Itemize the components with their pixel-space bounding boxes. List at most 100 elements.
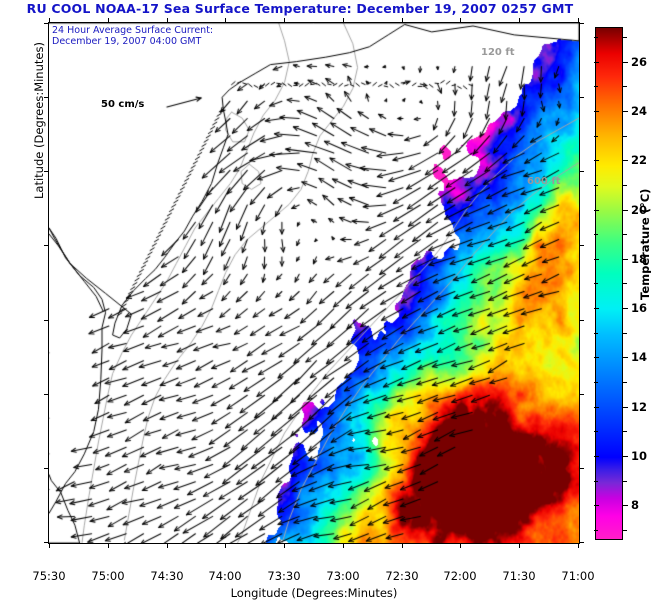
colorbar-tick-mark (623, 505, 628, 506)
colorbar-minor-tick (594, 37, 598, 38)
colorbar-tick-mark (623, 407, 628, 408)
x-tick-mark (284, 543, 285, 548)
x-tick-mark (460, 543, 461, 548)
y-axis-label: Latitude (Degrees:Minutes) (32, 42, 46, 199)
x-tick-mark (402, 18, 403, 23)
x-tick-mark (225, 543, 226, 548)
y-tick-mark (44, 23, 49, 24)
colorbar-minor-tick (594, 333, 598, 334)
x-tick-label: 72:00 (443, 569, 477, 583)
colorbar-minor-tick (594, 481, 598, 482)
colorbar-tick-mark (594, 505, 599, 506)
x-tick-mark (519, 543, 520, 548)
x-tick-mark (578, 543, 579, 548)
x-tick-mark (167, 543, 168, 548)
depth-contour-label-120ft: 120 ft (481, 47, 515, 58)
colorbar-minor-tick (594, 86, 598, 87)
colorbar-tick-mark (594, 160, 599, 161)
y-tick-mark (579, 23, 584, 24)
colorbar-tick-label: 8 (631, 498, 640, 512)
y-tick-mark (44, 245, 49, 246)
x-tick-mark (108, 543, 109, 548)
colorbar-tick-mark (594, 308, 599, 309)
y-tick-mark (579, 171, 584, 172)
x-tick-label: 73:30 (267, 569, 301, 583)
colorbar-minor-tick (594, 283, 598, 284)
x-tick-label: 74:30 (150, 569, 184, 583)
colorbar-tick-mark (623, 308, 628, 309)
y-tick-mark (579, 542, 584, 543)
y-tick-mark (44, 468, 49, 469)
y-tick-mark (579, 320, 584, 321)
colorbar-tick-label: 20 (631, 203, 648, 217)
y-tick-mark (44, 97, 49, 98)
x-tick-mark (49, 543, 50, 548)
colorbar-minor-tick (623, 431, 627, 432)
colorbar-tick-mark (594, 357, 599, 358)
x-tick-mark (578, 18, 579, 23)
colorbar-tick-label: 26 (631, 55, 648, 69)
colorbar-tick-label: 12 (631, 400, 648, 414)
colorbar-tick-mark (623, 357, 628, 358)
current-vector-overlay (49, 23, 579, 543)
colorbar: 26 24 22 20 18 16 14 12 10 8 (594, 27, 647, 540)
x-tick-label: 75:30 (32, 569, 66, 583)
colorbar-minor-tick (594, 136, 598, 137)
colorbar-minor-tick (623, 333, 627, 334)
x-tick-label: 73:00 (326, 569, 360, 583)
colorbar-tick-label: 14 (631, 350, 648, 364)
colorbar-tick-mark (623, 456, 628, 457)
colorbar-tick-mark (623, 62, 628, 63)
colorbar-tick-label: 22 (631, 153, 648, 167)
x-tick-mark (284, 18, 285, 23)
colorbar-gradient (595, 27, 623, 540)
colorbar-minor-tick (623, 37, 627, 38)
x-axis-label: Longitude (Degrees:Minutes) (230, 586, 398, 600)
colorbar-minor-tick (623, 136, 627, 137)
x-tick-mark (167, 18, 168, 23)
x-tick-label: 74:00 (208, 569, 242, 583)
colorbar-minor-tick (623, 283, 627, 284)
y-tick-mark (579, 97, 584, 98)
colorbar-minor-tick (623, 530, 627, 531)
y-tick-mark (44, 320, 49, 321)
x-tick-mark (343, 18, 344, 23)
colorbar-minor-tick (594, 431, 598, 432)
colorbar-minor-tick (623, 86, 627, 87)
colorbar-tick-mark (594, 259, 599, 260)
colorbar-minor-tick (623, 481, 627, 482)
colorbar-tick-mark (623, 210, 628, 211)
y-tick-mark (44, 394, 49, 395)
x-tick-mark (343, 543, 344, 548)
vector-scale-label: 50 cm/s (101, 99, 145, 110)
colorbar-tick-mark (594, 111, 599, 112)
colorbar-tick-mark (594, 62, 599, 63)
colorbar-tick-label: 24 (631, 104, 648, 118)
x-tick-mark (460, 18, 461, 23)
y-tick-mark (44, 542, 49, 543)
colorbar-tick-mark (594, 210, 599, 211)
colorbar-tick-mark (623, 160, 628, 161)
colorbar-tick-mark (594, 407, 599, 408)
current-annotation-line2: December 19, 2007 04:00 GMT (52, 36, 202, 47)
colorbar-minor-tick (623, 185, 627, 186)
colorbar-tick-label: 18 (631, 252, 648, 266)
y-tick-mark (579, 468, 584, 469)
colorbar-tick-mark (594, 456, 599, 457)
x-tick-label: 72:30 (385, 569, 419, 583)
colorbar-minor-tick (594, 382, 598, 383)
colorbar-tick-label: 16 (631, 301, 648, 315)
colorbar-minor-tick (594, 530, 598, 531)
colorbar-minor-tick (623, 234, 627, 235)
page-title: RU COOL NOAA-17 Sea Surface Temperature:… (26, 1, 574, 16)
colorbar-minor-tick (594, 234, 598, 235)
current-annotation-line1: 24 Hour Average Surface Current: (52, 25, 214, 36)
y-tick-mark (44, 171, 49, 172)
x-tick-label: 71:30 (502, 569, 536, 583)
colorbar-minor-tick (594, 185, 598, 186)
x-tick-mark (49, 18, 50, 23)
map-plot-area[interactable]: 24 Hour Average Surface Current: Decembe… (32, 18, 595, 600)
colorbar-tick-label: 10 (631, 449, 648, 463)
colorbar-label: Temperature (°C) (638, 188, 651, 300)
x-tick-label: 71:00 (561, 569, 595, 583)
